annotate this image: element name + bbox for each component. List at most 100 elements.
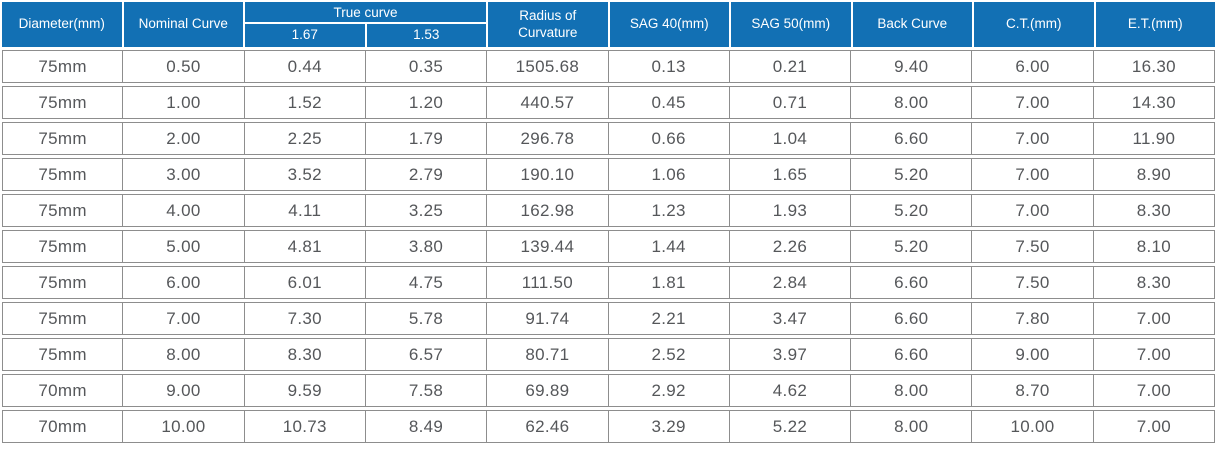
table-cell: 8.00: [850, 86, 973, 119]
table-cell: 1505.68: [486, 50, 609, 83]
table-cell: 4.62: [728, 374, 852, 407]
table-cell: 0.44: [243, 50, 366, 83]
table-cell: 7.50: [971, 230, 1094, 263]
table-cell: 75mm: [2, 50, 124, 83]
table-cell: 6.60: [850, 266, 973, 299]
table-cell: 8.90: [1092, 158, 1215, 191]
header-true-curve: True curve: [245, 2, 486, 22]
header-radius-of-curvature: Radius of Curvature: [488, 2, 608, 47]
table-row: 70mm 10.00 10.73 8.49 62.46 3.29 5.22 8.00 10.00…: [2, 410, 1215, 443]
table-cell: 162.98: [486, 194, 609, 227]
table-cell: 6.01: [243, 266, 366, 299]
table-cell: 5.20: [850, 158, 973, 191]
table-cell: 3.00: [122, 158, 245, 191]
table-cell: 2.00: [122, 122, 245, 155]
table-cell: 8.30: [1092, 266, 1215, 299]
table-cell: 10.00: [971, 410, 1094, 443]
table-cell: 3.80: [364, 230, 488, 263]
table-cell: 190.10: [486, 158, 609, 191]
table-cell: 70mm: [2, 410, 124, 443]
table-cell: 7.00: [1092, 410, 1215, 443]
table-cell: 75mm: [2, 338, 124, 371]
table-cell: 1.81: [607, 266, 730, 299]
table-cell: 0.50: [122, 50, 245, 83]
table-cell: 7.58: [364, 374, 488, 407]
table-row: 75mm 2.00 2.25 1.79 296.78 0.66 1.04 6.60 7.00 11…: [2, 122, 1215, 155]
header-et: E.T.(mm): [1095, 2, 1215, 47]
header-sag40: SAG 40(mm): [609, 2, 729, 47]
table-cell: 7.00: [971, 122, 1094, 155]
table-cell: 0.71: [728, 86, 852, 119]
table-row: 75mm 7.00 7.30 5.78 91.74 2.21 3.47 6.60 7.80 7.0…: [2, 302, 1215, 335]
table-cell: 440.57: [486, 86, 609, 119]
table-cell: 2.84: [728, 266, 852, 299]
table-row: 70mm 9.00 9.59 7.58 69.89 2.92 4.62 8.00 8.70 7.0…: [2, 374, 1215, 407]
table-cell: 5.78: [364, 302, 488, 335]
table-cell: 8.30: [243, 338, 366, 371]
table-cell: 8.70: [971, 374, 1094, 407]
table-cell: 2.25: [243, 122, 366, 155]
table-cell: 7.50: [971, 266, 1094, 299]
table-cell: 1.06: [607, 158, 730, 191]
table-cell: 4.75: [364, 266, 488, 299]
table-cell: 3.47: [728, 302, 852, 335]
table-cell: 9.00: [971, 338, 1094, 371]
table-cell: 9.40: [850, 50, 973, 83]
table-cell: 1.93: [728, 194, 852, 227]
header-true-curve-subrow: 1.67 1.53: [245, 24, 486, 47]
table-cell: 0.66: [607, 122, 730, 155]
table-cell: 91.74: [486, 302, 609, 335]
header-nominal-curve: Nominal Curve: [123, 2, 243, 47]
table-cell: 75mm: [2, 302, 124, 335]
table-cell: 7.00: [1092, 302, 1215, 335]
table-cell: 8.10: [1092, 230, 1215, 263]
table-cell: 8.49: [364, 410, 488, 443]
header-back-curve: Back Curve: [852, 2, 972, 47]
table-cell: 0.45: [607, 86, 730, 119]
table-cell: 75mm: [2, 86, 124, 119]
table-cell: 6.60: [850, 302, 973, 335]
table-cell: 1.04: [728, 122, 852, 155]
table-cell: 0.21: [728, 50, 852, 83]
table-cell: 9.00: [122, 374, 245, 407]
table-cell: 8.30: [1092, 194, 1215, 227]
table-cell: 0.13: [607, 50, 730, 83]
table-cell: 80.71: [486, 338, 609, 371]
table-cell: 9.59: [243, 374, 366, 407]
table-cell: 7.00: [971, 194, 1094, 227]
table-cell: 2.21: [607, 302, 730, 335]
table-cell: 75mm: [2, 266, 124, 299]
table-cell: 6.60: [850, 338, 973, 371]
table-cell: 10.73: [243, 410, 366, 443]
table-header: Diameter(mm) Nominal Curve True curve 1.…: [2, 2, 1215, 47]
table-cell: 4.11: [243, 194, 366, 227]
table-cell: 11.90: [1092, 122, 1215, 155]
table-cell: 2.52: [607, 338, 730, 371]
table-cell: 6.57: [364, 338, 488, 371]
table-cell: 70mm: [2, 374, 124, 407]
table-body: 75mm 0.50 0.44 0.35 1505.68 0.13 0.21 9.40 6.00 1…: [2, 50, 1215, 443]
table-cell: 7.00: [122, 302, 245, 335]
table-cell: 7.00: [971, 86, 1094, 119]
table-cell: 139.44: [486, 230, 609, 263]
table-cell: 1.00: [122, 86, 245, 119]
table-cell: 75mm: [2, 122, 124, 155]
table-cell: 8.00: [122, 338, 245, 371]
table-cell: 1.20: [364, 86, 488, 119]
table-row: 75mm 4.00 4.11 3.25 162.98 1.23 1.93 5.20 7.00 8.…: [2, 194, 1215, 227]
table-cell: 1.52: [243, 86, 366, 119]
table-cell: 1.79: [364, 122, 488, 155]
table-cell: 75mm: [2, 230, 124, 263]
table-cell: 5.20: [850, 230, 973, 263]
table-cell: 69.89: [486, 374, 609, 407]
table-cell: 7.00: [1092, 374, 1215, 407]
table-cell: 16.30: [1092, 50, 1215, 83]
header-true-curve-1-67: 1.67: [245, 24, 365, 47]
table-cell: 4.81: [243, 230, 366, 263]
header-radius-line2: Curvature: [518, 24, 578, 40]
table-cell: 2.92: [607, 374, 730, 407]
table-row: 75mm 6.00 6.01 4.75 111.50 1.81 2.84 6.60 7.50 8.…: [2, 266, 1215, 299]
table-cell: 1.65: [728, 158, 852, 191]
header-radius-line1: Radius of: [519, 7, 577, 23]
